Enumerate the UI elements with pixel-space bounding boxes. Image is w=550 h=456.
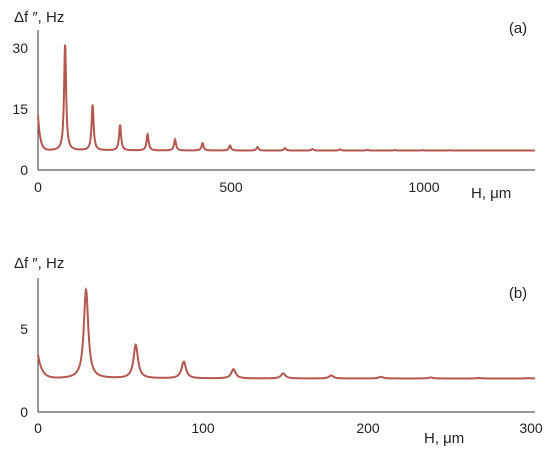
panel-b-series-line bbox=[37, 287, 535, 380]
panel-b-ylabel: Δf ″, Hz bbox=[14, 255, 64, 272]
panel-b-ytick-0: 0 bbox=[20, 404, 28, 420]
panel-a-ylabel: Δf ″, Hz bbox=[14, 9, 64, 26]
panel-a-ytick-30: 30 bbox=[12, 40, 28, 56]
panel-a-label: (a) bbox=[509, 20, 527, 37]
panel-b-xlabel: H, μm bbox=[424, 430, 464, 447]
panel-b-xtick-300: 300 bbox=[519, 420, 543, 436]
panel-b-xtick-100: 100 bbox=[191, 420, 215, 436]
panel-a-xtick-500: 500 bbox=[219, 179, 243, 195]
panel-a-series-line bbox=[37, 44, 535, 152]
panel-a-xtick-0: 0 bbox=[34, 179, 42, 195]
panel-b-ytick-5: 5 bbox=[20, 321, 28, 337]
panel-a-ytick-15: 15 bbox=[12, 101, 28, 117]
panel-b-xtick-0: 0 bbox=[34, 420, 42, 436]
panel-a: Δf ″, Hz (a) 0 15 30 0 500 1000 H, μm bbox=[12, 9, 535, 202]
panel-b-xtick-200: 200 bbox=[356, 420, 380, 436]
panel-b: Δf ″, Hz (b) 0 5 0 100 200 300 H, μm bbox=[14, 255, 543, 447]
panel-a-ytick-0: 0 bbox=[20, 162, 28, 178]
panel-b-label: (b) bbox=[509, 285, 527, 302]
panel-a-xtick-1000: 1000 bbox=[408, 179, 439, 195]
panel-a-xlabel: H, μm bbox=[471, 185, 511, 202]
